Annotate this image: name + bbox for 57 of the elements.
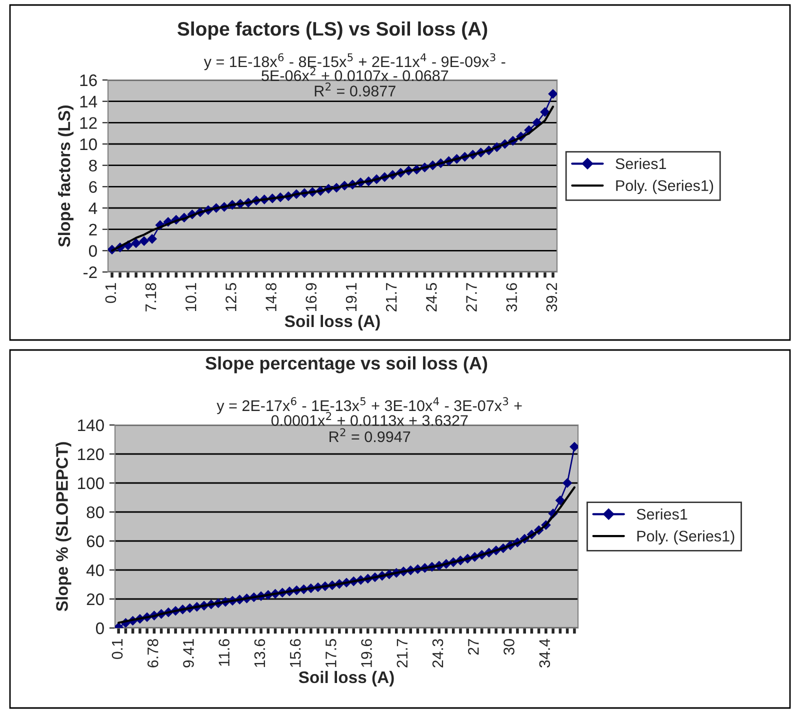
x-tick-label: 24.3 [432, 639, 444, 668]
y-tick-label: 2 [89, 224, 97, 236]
y-tick-label: -2 [84, 266, 97, 278]
x-tick-label: 24.5 [426, 283, 437, 312]
x-tick-label: 31.6 [506, 283, 518, 312]
legend-label: Series1 [636, 508, 688, 520]
annotation: R$^{2}$ = 0.9947 [330, 428, 410, 442]
y-axis-title: Slope factors (LS) [58, 106, 74, 247]
chart-title: Slope percentage vs soil loss (A) [206, 356, 488, 374]
x-tick-label: 6.78 [147, 639, 158, 668]
y-tick-label: 0 [96, 622, 104, 634]
chart-title: Slope factors (LS) vs Soil loss (A) [177, 21, 488, 40]
x-tick-label: 19.1 [346, 283, 357, 311]
y-tick-label: 16 [80, 74, 97, 86]
y-tick-label: 0 [88, 245, 97, 257]
legend-label: Poly. (Series1) [616, 180, 714, 194]
x-tick-label: 14.8 [266, 283, 276, 311]
y-tick-label: 14 [80, 96, 98, 108]
annotation: 0.0001x$^{2}$ + 0.0113x + 3.6327 [271, 412, 468, 426]
y-tick-label: 6 [89, 181, 97, 193]
x-tick-label: 10.1 [185, 283, 196, 311]
x-tick-label: 19.6 [361, 639, 372, 667]
x-tick-label: 13.6 [254, 639, 266, 667]
x-tick-label: 27 [468, 639, 479, 655]
x-tick-label: 0.1 [112, 639, 123, 660]
x-axis-title: Soil loss (A) [284, 314, 380, 330]
x-tick-label: 30 [504, 639, 514, 655]
x-axis-title: Soil loss (A) [298, 670, 394, 686]
x-tick-label: 17.5 [326, 639, 336, 667]
y-tick-label: 80 [86, 506, 104, 518]
y-tick-label: 140 [78, 419, 104, 432]
x-tick-label: 15.6 [290, 639, 301, 667]
legend-label: Series1 [616, 158, 666, 170]
y-tick-label: 12 [80, 117, 97, 129]
x-tick-label: 12.5 [226, 283, 236, 311]
y-tick-label: 120 [78, 448, 104, 460]
x-tick-label: 16.9 [306, 283, 317, 311]
x-tick-label: 27.7 [466, 283, 477, 312]
x-tick-label: 11.6 [218, 639, 230, 666]
y-tick-label: 100 [78, 477, 104, 490]
x-tick-label: 21.7 [386, 283, 397, 312]
annotation: R$^{2}$ = 0.9877 [314, 82, 396, 96]
y-tick-label: 20 [86, 593, 104, 606]
x-tick-label: 9.41 [183, 639, 194, 668]
legend-label: Poly. (Series1) [637, 530, 734, 545]
y-tick-label: 4 [88, 202, 98, 214]
x-tick-label: 39.2 [546, 283, 558, 312]
x-tick-label: 34.4 [539, 638, 550, 668]
y-tick-label: 8 [89, 160, 97, 172]
x-tick-label: 7.18 [145, 283, 156, 312]
y-tick-label: 10 [80, 138, 97, 150]
y-axis-title: Slope % (SLOPEPCT) [56, 442, 72, 612]
annotation: 5E-06x$^{2}$ + 0.0107x - 0.0687 [262, 67, 448, 82]
y-tick-label: 60 [86, 535, 104, 548]
y-tick-label: 40 [86, 564, 104, 576]
x-tick-label: 21.7 [396, 639, 408, 668]
x-tick-label: 0.1 [105, 283, 116, 304]
